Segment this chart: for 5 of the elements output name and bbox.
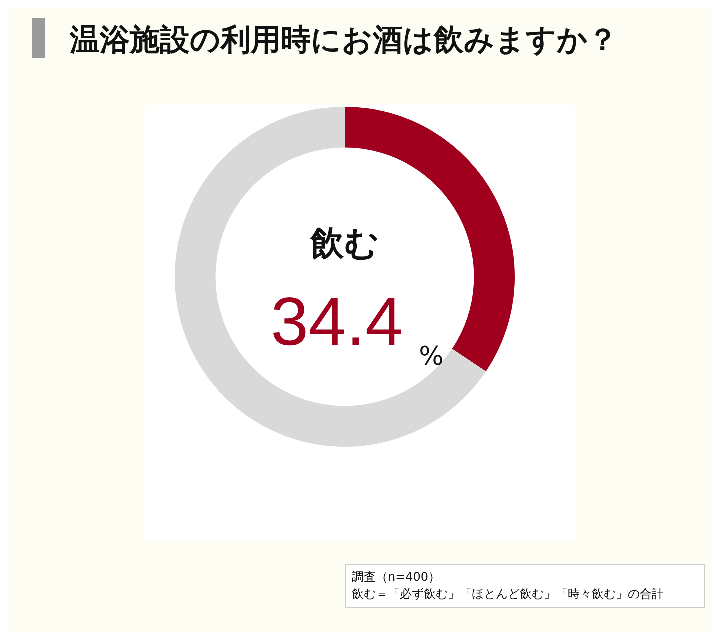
text: 調査（n=400） [352,569,442,586]
slice-label: 飲む [310,224,380,264]
data-label: 34.4 % [270,284,444,372]
chart-title: 温浴施設の利用時にお酒は飲みますか？ [70,22,618,60]
text: 飲む＝「必ず飲む」「ほとんど飲む」「時々飲む」の合計 [352,586,665,603]
